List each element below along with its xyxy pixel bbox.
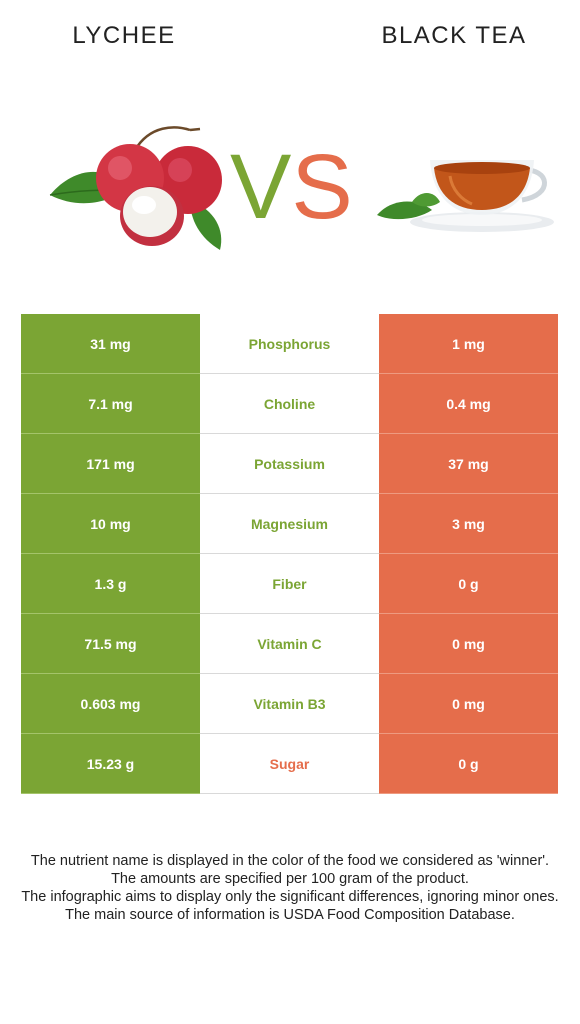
- table-row: 15.23 g Sugar 0 g: [21, 733, 558, 794]
- right-value: 0.4 mg: [379, 373, 558, 434]
- table-row: 1.3 g Fiber 0 g: [21, 553, 558, 614]
- right-value: 3 mg: [379, 493, 558, 554]
- lychee-image: [49, 126, 222, 250]
- footer-line-4: The main source of information is USDA F…: [65, 907, 515, 923]
- table-row: 31 mg Phosphorus 1 mg: [21, 314, 558, 374]
- black-tea-image: [377, 160, 554, 232]
- right-value: 0 mg: [379, 673, 558, 734]
- nutrient-name: Potassium: [200, 433, 379, 494]
- right-food-title: BLACK TEA: [381, 22, 527, 49]
- nutrient-name: Vitamin C: [200, 613, 379, 674]
- vs-label: VS: [230, 136, 352, 230]
- left-value: 31 mg: [21, 314, 200, 374]
- right-value: 37 mg: [379, 433, 558, 494]
- left-value: 10 mg: [21, 493, 200, 554]
- left-value: 0.603 mg: [21, 673, 200, 734]
- right-value: 0 g: [379, 553, 558, 614]
- table-row: 10 mg Magnesium 3 mg: [21, 493, 558, 554]
- left-value: 1.3 g: [21, 553, 200, 614]
- comparison-table: 31 mg Phosphorus 1 mg 7.1 mg Choline 0.4 mg 17…: [21, 314, 558, 794]
- nutrient-name: Choline: [200, 373, 379, 434]
- right-value: 0 g: [379, 733, 558, 794]
- table-row: 171 mg Potassium 37 mg: [21, 433, 558, 494]
- nutrient-name: Sugar: [200, 733, 379, 794]
- footer-line-2: The amounts are specified per 100 gram o…: [111, 871, 469, 887]
- svg-text:VS: VS: [230, 136, 352, 230]
- table-row: 7.1 mg Choline 0.4 mg: [21, 373, 558, 434]
- right-value: 0 mg: [379, 613, 558, 674]
- right-value: 1 mg: [379, 314, 558, 374]
- nutrient-name: Magnesium: [200, 493, 379, 554]
- nutrient-name: Fiber: [200, 553, 379, 614]
- left-value: 7.1 mg: [21, 373, 200, 434]
- footer-notes: The nutrient name is displayed in the co…: [20, 852, 560, 924]
- left-value: 171 mg: [21, 433, 200, 494]
- left-food-title: LYCHEE: [72, 22, 176, 49]
- nutrient-name: Phosphorus: [200, 314, 379, 374]
- footer-line-3: The infographic aims to display only the…: [21, 889, 559, 905]
- left-value: 15.23 g: [21, 733, 200, 794]
- nutrient-name: Vitamin B3: [200, 673, 379, 734]
- footer-line-1: The nutrient name is displayed in the co…: [30, 853, 550, 869]
- left-value: 71.5 mg: [21, 613, 200, 674]
- table-row: 0.603 mg Vitamin B3 0 mg: [21, 673, 558, 734]
